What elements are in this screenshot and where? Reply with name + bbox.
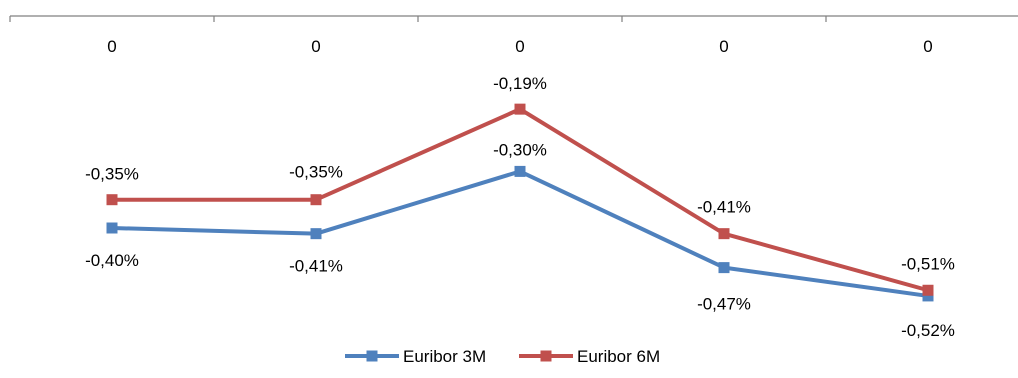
series-markers <box>106 103 934 302</box>
series-line-euribor-3m <box>110 169 930 298</box>
data-label: -0,35% <box>289 163 343 182</box>
data-point-marker <box>922 284 934 296</box>
data-label: -0,19% <box>493 74 547 93</box>
x-tick-label: 0 <box>107 37 116 56</box>
x-axis: 0 0 0 0 0 <box>9 15 1018 56</box>
legend: Euribor 3M Euribor 6M <box>345 347 660 366</box>
data-point-marker <box>514 103 526 115</box>
data-label: -0,41% <box>289 257 343 276</box>
x-tick-label: 0 <box>923 37 932 56</box>
legend-item-euribor-3m: Euribor 3M <box>345 347 486 366</box>
legend-label: Euribor 3M <box>403 347 486 366</box>
data-label: -0,52% <box>901 321 955 340</box>
data-label: -0,35% <box>85 165 139 184</box>
x-tick-label: 0 <box>311 37 320 56</box>
data-label: -0,40% <box>85 251 139 270</box>
data-labels: -0,40% -0,41% -0,30% -0,47% -0,52% -0,35% -0,3… <box>85 74 955 340</box>
data-point-marker <box>106 222 118 234</box>
data-label: -0,30% <box>493 140 547 159</box>
data-label: -0,51% <box>901 254 955 273</box>
data-point-marker <box>922 290 934 302</box>
data-point-marker <box>718 262 730 274</box>
x-tick-label: 0 <box>719 37 728 56</box>
series-line-euribor-6m <box>110 107 930 293</box>
legend-swatch-marker <box>366 350 378 362</box>
data-point-marker <box>718 228 730 240</box>
data-point-marker <box>310 194 322 206</box>
data-point-marker <box>106 194 118 206</box>
x-tick-label: 0 <box>515 37 524 56</box>
data-label: -0,41% <box>697 198 751 217</box>
data-point-marker <box>310 228 322 240</box>
data-label: -0,47% <box>697 295 751 314</box>
legend-label: Euribor 6M <box>577 347 660 366</box>
data-point-marker <box>514 165 526 177</box>
series-lines <box>110 107 930 298</box>
legend-item-euribor-6m: Euribor 6M <box>519 347 660 366</box>
legend-swatch-marker <box>540 350 552 362</box>
